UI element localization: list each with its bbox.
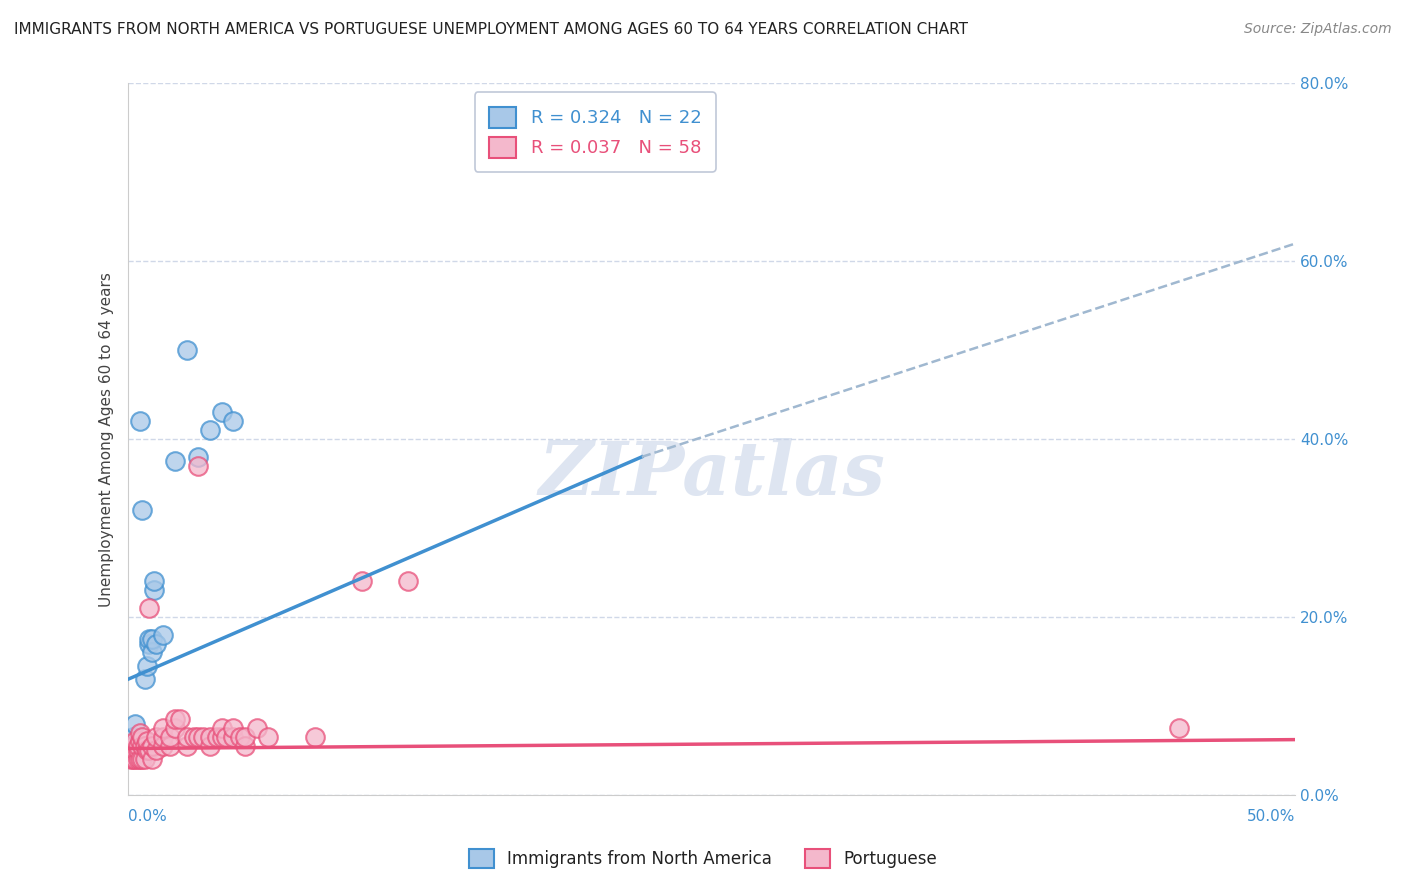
Legend: Immigrants from North America, Portuguese: Immigrants from North America, Portugues… [463,842,943,875]
Point [176,730,198,744]
Point [138,637,160,651]
Point [152,628,174,642]
Point [122,743,145,757]
Point [152,739,174,753]
Point [120,752,142,766]
Point [163,721,186,735]
Point [163,712,186,726]
Point [135,734,157,748]
Point [187,458,209,473]
Point [127,752,149,766]
Point [222,721,245,735]
Point [211,405,233,419]
Point [134,739,156,753]
Point [187,730,209,744]
Point [129,734,152,748]
Point [138,743,160,757]
Point [141,645,163,659]
Point [159,739,181,753]
Legend: R = 0.324   N = 22, R = 0.037   N = 58: R = 0.324 N = 22, R = 0.037 N = 58 [475,93,716,172]
Point [191,730,214,744]
Text: Source: ZipAtlas.com: Source: ZipAtlas.com [1244,22,1392,37]
Point [122,730,145,744]
Point [145,730,167,744]
Point [134,672,156,686]
Point [138,601,160,615]
Text: ZIPatlas: ZIPatlas [538,438,886,511]
Point [135,658,157,673]
Point [176,739,198,753]
Point [124,743,146,757]
Point [131,752,153,766]
Point [127,739,149,753]
Point [141,752,163,766]
Point [198,423,221,437]
Point [122,752,145,766]
Point [159,730,181,744]
Point [141,632,163,647]
Y-axis label: Unemployment Among Ages 60 to 64 years: Unemployment Among Ages 60 to 64 years [100,272,114,607]
Point [205,730,228,744]
Point [211,730,233,744]
Point [246,721,269,735]
Point [138,632,160,647]
Point [187,450,209,464]
Point [129,725,152,739]
Point [142,574,165,589]
Point [222,414,245,428]
Point [211,721,233,735]
Point [124,739,146,753]
Point [131,739,153,753]
Point [229,730,252,744]
Point [120,739,142,753]
Point [198,739,221,753]
Point [141,739,163,753]
Point [129,414,152,428]
Point [145,637,167,651]
Point [350,574,373,589]
Point [222,730,245,744]
Point [257,730,280,744]
Point [142,583,165,598]
Point [120,743,142,757]
Point [176,343,198,358]
Point [135,743,157,757]
Point [134,752,156,766]
Point [131,503,153,517]
Point [152,721,174,735]
Point [215,730,238,744]
Point [233,739,256,753]
Text: IMMIGRANTS FROM NORTH AMERICA VS PORTUGUESE UNEMPLOYMENT AMONG AGES 60 TO 64 YEA: IMMIGRANTS FROM NORTH AMERICA VS PORTUGU… [14,22,969,37]
Point [396,574,419,589]
Text: 0.0%: 0.0% [128,809,167,824]
Text: 50.0%: 50.0% [1247,809,1295,824]
Point [152,730,174,744]
Point [183,730,205,744]
Point [169,712,191,726]
Point [304,730,326,744]
Point [163,454,186,468]
Point [127,743,149,757]
Point [233,730,256,744]
Point [145,743,167,757]
Point [122,739,145,753]
Point [124,734,146,748]
Point [198,730,221,744]
Point [124,716,146,731]
Point [1167,721,1189,735]
Point [131,730,153,744]
Point [129,752,152,766]
Point [124,752,146,766]
